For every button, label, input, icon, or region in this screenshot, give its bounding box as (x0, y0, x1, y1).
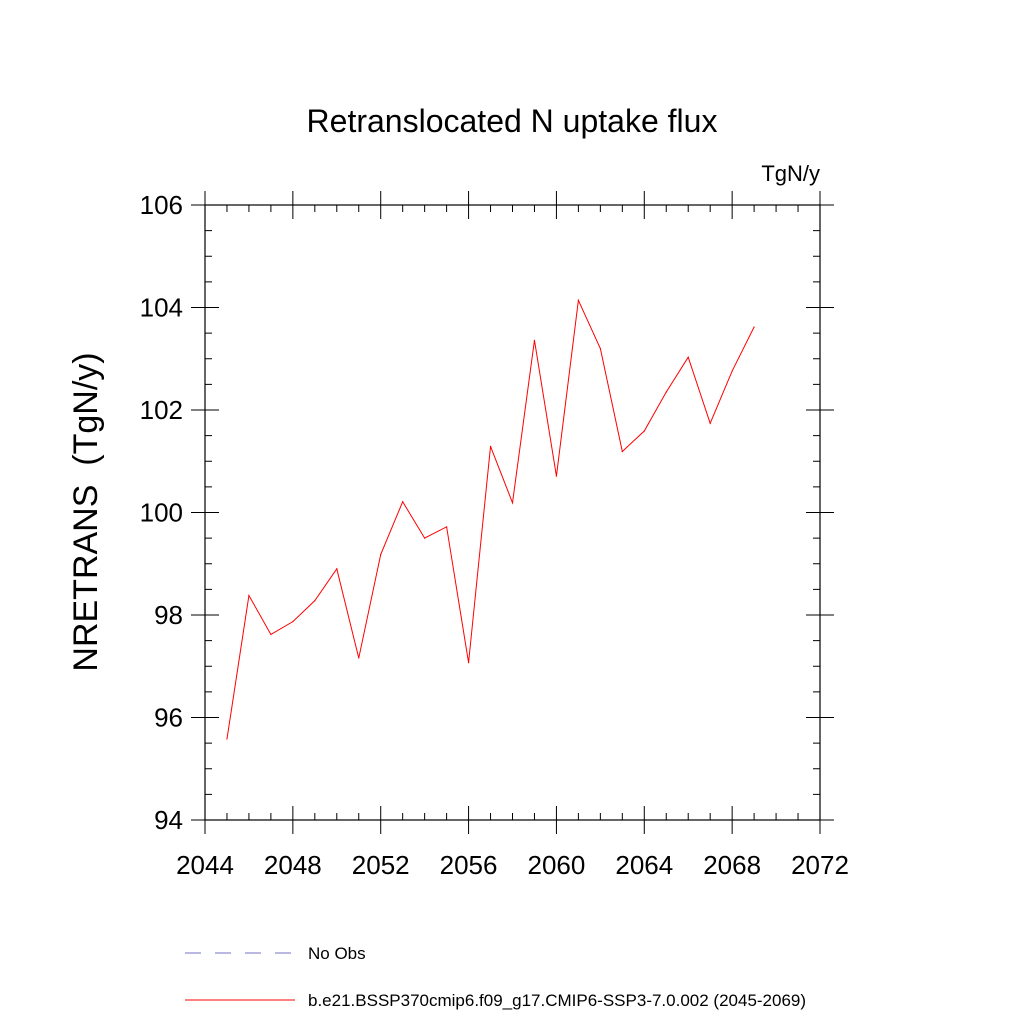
legend: No Obs b.e21.BSSP370cmip6.f09_g17.CMIP6-S… (185, 944, 806, 1010)
series-line-0 (226, 298, 755, 740)
data-point (577, 299, 579, 301)
data-point (248, 594, 250, 597)
data-point (380, 553, 382, 556)
chart-title: Retranslocated N uptake flux (307, 103, 718, 139)
data-point (424, 537, 426, 539)
legend-label-1: b.e21.BSSP370cmip6.f09_g17.CMIP6-SSP3-7.… (308, 991, 806, 1010)
series-layer (226, 298, 755, 740)
x-tick-label: 2048 (264, 850, 322, 880)
legend-label-0: No Obs (308, 944, 366, 963)
y-tick-label: 102 (140, 395, 183, 425)
x-tick-label: 2052 (352, 850, 410, 880)
data-point (753, 326, 755, 328)
y-tick-label: 100 (140, 498, 183, 528)
x-tick-label: 2068 (703, 850, 761, 880)
x-tick-label: 2064 (615, 850, 673, 880)
data-point (555, 475, 558, 477)
y-tick-label: 104 (140, 293, 183, 323)
data-point (599, 347, 601, 350)
data-point (731, 370, 733, 372)
data-point (292, 621, 294, 623)
data-point (643, 430, 645, 432)
plot-frame (204, 204, 821, 821)
data-point (314, 600, 316, 602)
y-tick-label: 106 (140, 190, 183, 220)
data-point (621, 450, 623, 453)
data-point (467, 662, 470, 664)
data-point (336, 568, 338, 570)
data-point (709, 422, 711, 424)
data-point (687, 356, 689, 358)
y-tick-label: 94 (154, 805, 183, 835)
units-label: TgN/y (761, 161, 820, 186)
data-point (226, 738, 228, 740)
data-point (533, 339, 536, 341)
data-point (402, 501, 404, 503)
y-axis-label: NRETRANS (TgN/y) (67, 352, 105, 671)
x-tick-label: 2056 (440, 850, 498, 880)
data-point (446, 526, 448, 528)
data-point (511, 502, 514, 504)
y-tick-label: 98 (154, 600, 183, 630)
y-tick-label: 96 (154, 703, 183, 733)
x-tick-label: 2060 (528, 850, 586, 880)
x-tick-label: 2072 (791, 850, 849, 880)
x-tick-label: 2044 (176, 850, 234, 880)
data-point (358, 657, 360, 659)
data-point (665, 391, 667, 393)
axis-ticks: 2044 2048 2052 2056 2060 2064 2068 2072 94 96 98 10… (140, 190, 849, 880)
data-point (270, 633, 272, 636)
data-point (489, 445, 492, 447)
